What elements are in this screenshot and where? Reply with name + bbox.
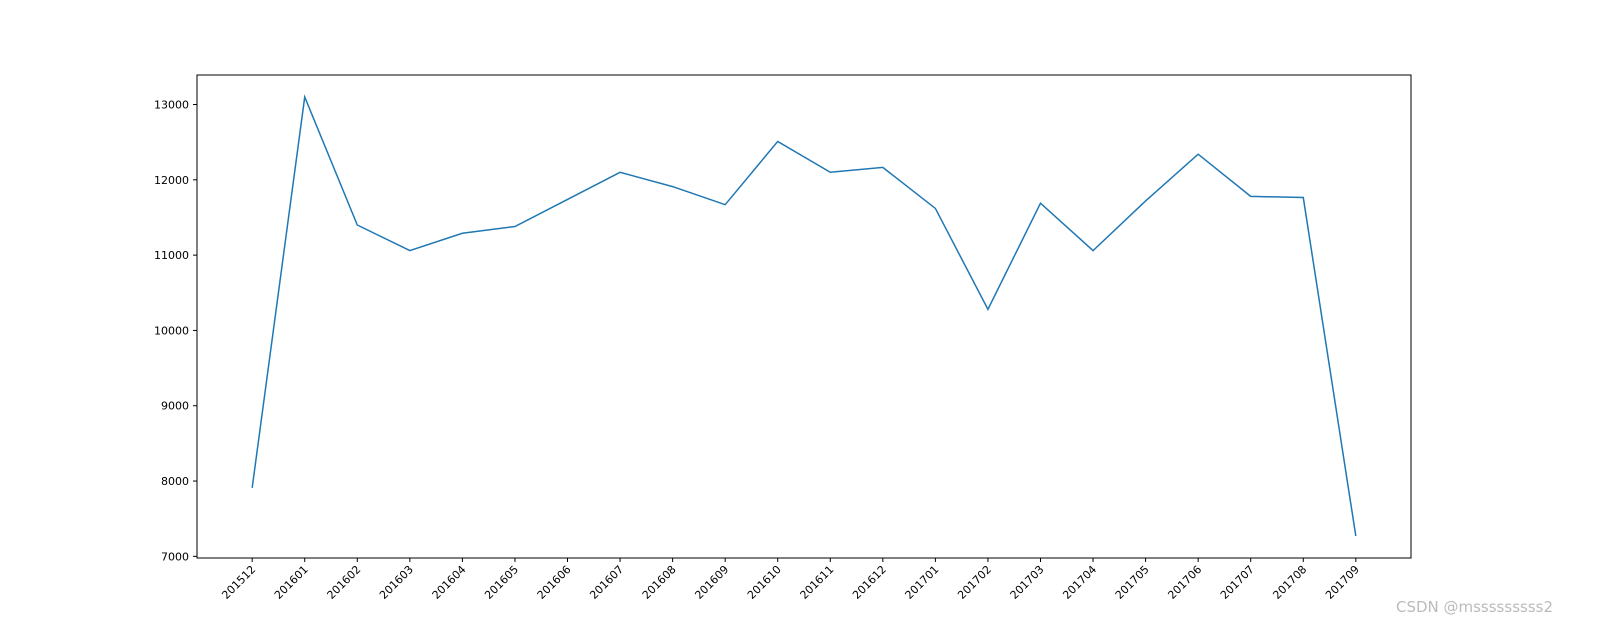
y-tick-label: 7000 <box>161 550 189 563</box>
y-tick-label: 11000 <box>154 249 189 262</box>
x-tick-label: 201512 <box>219 563 258 602</box>
x-tick-label: 201606 <box>535 563 574 602</box>
x-tick-label: 201702 <box>955 563 994 602</box>
x-tick-label: 201609 <box>692 563 731 602</box>
watermark: CSDN @msssssssss2 <box>1396 598 1553 616</box>
x-tick-label: 201601 <box>272 563 311 602</box>
y-tick-label: 13000 <box>154 99 189 112</box>
x-tick-label: 201603 <box>377 563 416 602</box>
x-tick-label: 201611 <box>798 563 837 602</box>
x-tick-label: 201707 <box>1218 563 1257 602</box>
x-tick-label: 201607 <box>587 563 626 602</box>
x-tick-label: 201703 <box>1008 563 1047 602</box>
x-tick-label: 201705 <box>1113 563 1152 602</box>
x-tick-label: 201610 <box>745 563 784 602</box>
y-tick-label: 8000 <box>161 475 189 488</box>
x-tick-label: 201604 <box>430 563 469 602</box>
x-tick-label: 201709 <box>1323 563 1362 602</box>
plot-frame <box>196 74 1412 559</box>
x-tick-label: 201602 <box>325 563 364 602</box>
x-tick-label: 201704 <box>1060 563 1099 602</box>
y-tick-label: 10000 <box>154 324 189 337</box>
x-tick-label: 201706 <box>1165 563 1204 602</box>
x-tick-label: 201608 <box>640 563 679 602</box>
y-tick-label: 9000 <box>161 400 189 413</box>
x-tick-label: 201708 <box>1270 563 1309 602</box>
x-tick-label: 201605 <box>482 563 521 602</box>
x-tick-label: 201612 <box>850 563 889 602</box>
y-tick-label: 12000 <box>154 174 189 187</box>
x-tick-label: 201701 <box>903 563 942 602</box>
line <box>251 94 1357 537</box>
